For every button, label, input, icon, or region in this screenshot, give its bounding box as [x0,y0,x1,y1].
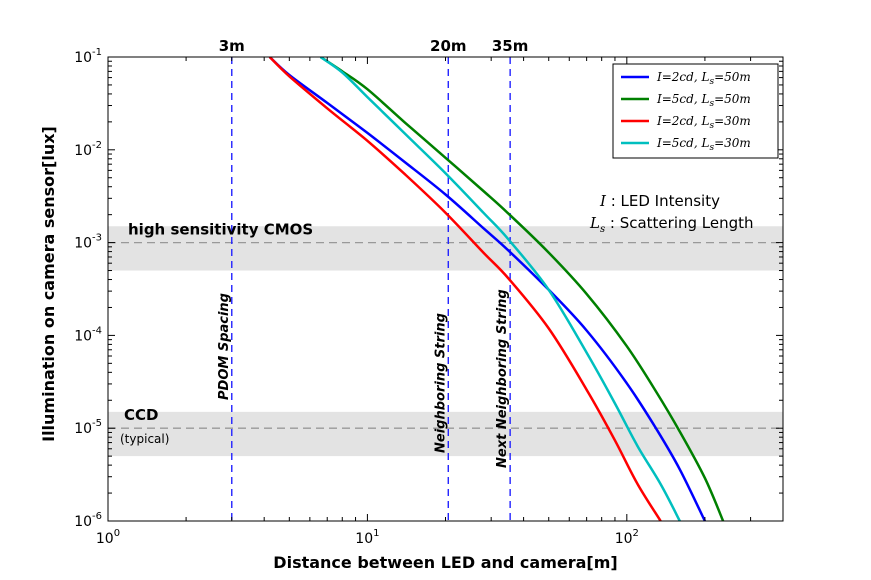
reference-line-label: Next Neighboring String [495,289,510,468]
band-label: high sensitivity CMOS [128,221,313,239]
legend-entry: I=5cd, Ls=50m [656,92,751,109]
annotation-line: I : LED Intensity [599,192,720,210]
reference-line-top-label: 20m [430,37,467,55]
series-line [268,57,662,521]
y-tick-label: 10-6 [74,511,102,530]
legend-entry: I=2cd, Ls=30m [656,114,751,131]
series-line [319,57,681,521]
x-axis-label: Distance between LED and camera[m] [273,553,617,572]
y-tick-label: 10-4 [74,325,102,344]
labels-layer: high sensitivity CMOS CCD (typical) 3m PDOM … [39,37,618,572]
x-tick-label: 100 [96,528,120,547]
x-tick-label: 102 [615,528,639,547]
legend: I=2cd, Ls=50m I=5cd, Ls=50m I=2cd, Ls=30m I… [612,63,779,159]
sensitivity-band [108,226,783,271]
legend-entry: I=5cd, Ls=30m [656,136,751,153]
y-tick-label: 10-2 [74,140,102,159]
x-tick-label: 101 [355,528,379,547]
series-line [268,57,707,521]
annotation-line: Ls : Scattering Length [589,214,754,235]
reference-line-top-label: 3m [219,37,245,55]
band-sublabel: (typical) [120,432,169,446]
legend-entry: I=2cd, Ls=50m [656,70,751,87]
series-layer [268,57,725,521]
y-tick-label: 10-3 [74,233,102,252]
bands-layer [108,226,783,457]
sensitivity-band [108,411,783,457]
y-tick-label: 10-5 [74,418,102,437]
ticks-layer: 100 101 102 10-1 10-2 10-3 10-4 10-5 10-6 [74,47,784,547]
y-axis-label: Illumination on camera sensor[lux] [39,126,58,442]
reference-line-top-label: 35m [492,37,529,55]
vlines-layer [231,57,511,521]
series-line [319,57,725,521]
y-tick-label: 10-1 [74,47,102,66]
annotation-block: I : LED Intensity Ls : Scattering Length [589,192,754,235]
reference-line-label: PDOM Spacing [217,293,232,400]
reference-line-label: Neighboring String [433,313,448,453]
band-label: CCD [124,406,158,424]
